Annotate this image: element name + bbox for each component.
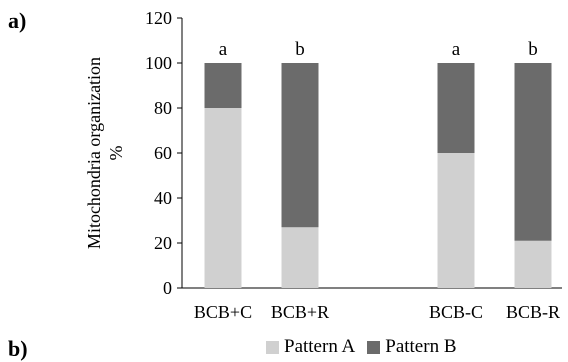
bar-pattern-b	[204, 63, 242, 108]
y-tick-label: 40	[154, 188, 172, 208]
bar-pattern-a	[437, 153, 475, 288]
legend-swatch-pattern-a	[266, 340, 279, 354]
bar-pattern-b	[514, 63, 552, 241]
x-tick-label: BCB+C	[194, 302, 252, 322]
bar-pattern-b	[281, 63, 319, 228]
bar-pattern-b	[437, 63, 475, 153]
legend-item-pattern-a: Pattern A	[266, 336, 355, 358]
x-tick-label: BCB-C	[429, 302, 483, 322]
y-axis-title-line2: %	[106, 146, 126, 161]
y-tick-label: 100	[145, 53, 172, 73]
legend: Pattern A Pattern B	[266, 336, 469, 358]
y-tick-label: 80	[154, 98, 172, 118]
bar-pattern-a	[204, 108, 242, 288]
bar-pattern-a	[281, 227, 319, 288]
legend-item-pattern-b: Pattern B	[367, 336, 457, 358]
legend-swatch-pattern-b	[367, 340, 381, 354]
y-tick-label: 120	[145, 8, 172, 28]
y-tick-label: 0	[163, 278, 172, 298]
panel-label-a: a)	[8, 8, 27, 33]
y-tick-label: 60	[154, 143, 172, 163]
significance-letter: a	[452, 39, 461, 60]
x-tick-label: BCB+R	[271, 302, 329, 322]
y-axis-title-line1: Mitochondria organization	[84, 57, 104, 249]
significance-letter: b	[295, 39, 305, 60]
legend-label-pattern-a: Pattern A	[284, 336, 356, 357]
significance-letter: b	[528, 39, 538, 60]
x-tick-label: BCB-R	[506, 302, 560, 322]
significance-letter: a	[219, 39, 228, 60]
y-tick-label: 20	[154, 233, 172, 253]
panel-label-b: b)	[8, 336, 28, 361]
legend-label-pattern-b: Pattern B	[385, 336, 457, 357]
bar-pattern-a	[514, 240, 552, 288]
